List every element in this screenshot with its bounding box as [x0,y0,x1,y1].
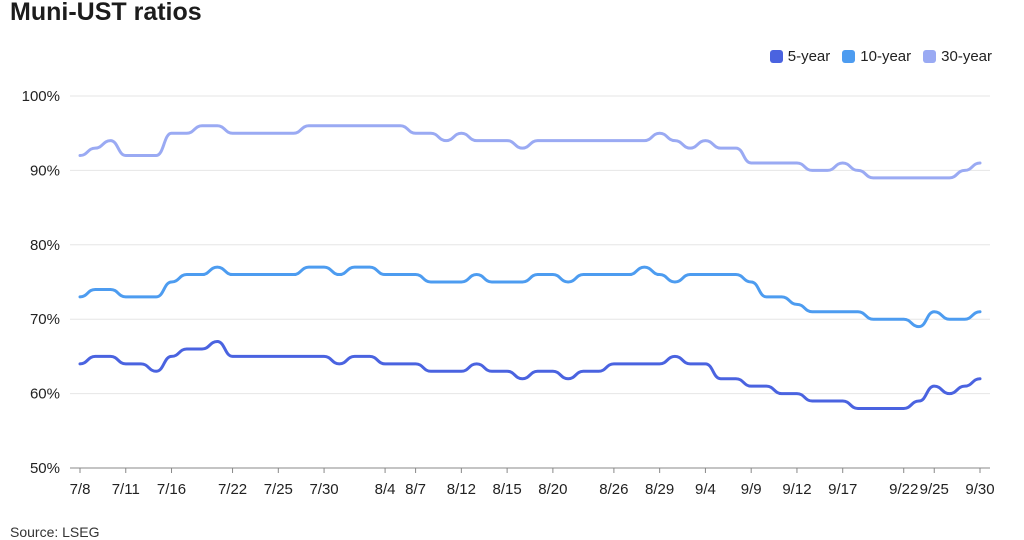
legend-item-5-year: 5-year [769,48,831,65]
x-tick-label: 8/26 [599,481,628,498]
x-tick-label: 8/15 [493,481,522,498]
source-note: Source: LSEG [10,524,100,540]
series-lines [78,124,982,410]
x-tick-label: 7/25 [264,481,293,498]
gridlines [70,95,990,469]
x-tick-label: 7/11 [112,481,140,498]
series-line-10-year [78,265,982,329]
y-axis: 100% 90% 80% 70% 60% 50% [22,88,60,477]
x-tick-label: 7/22 [218,481,247,498]
x-tick-label: 9/12 [782,481,811,498]
legend-label-10-year: 10-year [860,48,912,65]
y-tick-label: 80% [30,237,60,254]
x-tick-label: 9/9 [741,481,762,498]
legend-swatch-10-year [842,50,856,63]
x-tick-label: 8/20 [538,481,567,498]
y-tick-label: 90% [30,162,60,179]
x-tick-label: 8/4 [375,481,396,498]
legend-label-5-year: 5-year [787,48,831,65]
legend-item-30-year: 30-year [923,48,992,65]
series-line-30-year [78,124,982,180]
y-tick-label: 50% [30,460,60,477]
x-tick-label: 8/7 [405,481,426,498]
y-tick-label: 60% [30,386,60,403]
legend-swatch-5-year [769,50,783,63]
x-tick-label: 9/4 [695,481,716,498]
x-tick-label: 8/12 [447,481,476,498]
x-tick-label: 9/30 [965,481,994,498]
x-tick-label: 7/16 [157,481,186,498]
legend-item-10-year: 10-year [842,48,911,65]
legend: 5-year 10-year 30-year [769,48,992,65]
y-tick-label: 70% [30,311,60,328]
legend-swatch-30-year [923,50,937,63]
x-tick-label: 7/8 [70,481,91,498]
x-tick-label: 9/22 [889,481,918,498]
x-tick-label: 9/17 [828,481,857,498]
legend-label-30-year: 30-year [941,48,992,65]
x-tick-label: 8/29 [645,481,674,498]
series-line-5-year [78,340,982,410]
y-tick-label: 100% [22,88,60,105]
x-axis: 7/8 7/11 7/16 7/22 7/25 7/30 8/4 8/7 8/12 8/15 8/2… [70,468,995,498]
chart-title: Muni-UST ratios [10,0,202,26]
x-tick-label: 7/30 [309,481,338,498]
x-tick-label: 9/25 [920,481,949,498]
